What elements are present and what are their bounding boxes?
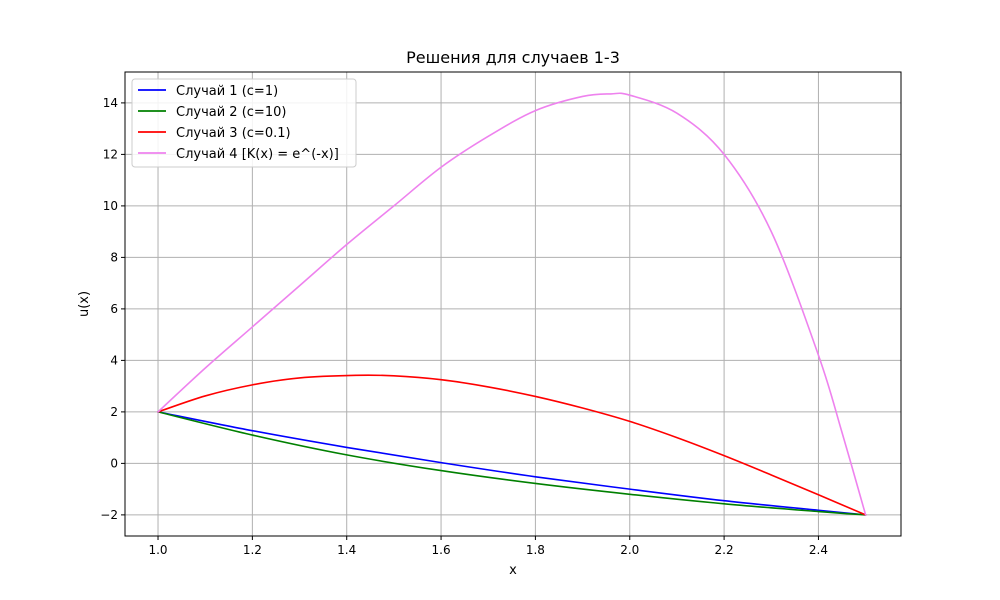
y-tick-label: 0 — [110, 456, 118, 470]
x-tick-label: 1.6 — [432, 543, 451, 557]
legend-label-4: Случай 4 [K(x) = e^(-x)] — [176, 147, 339, 162]
y-tick-label: 4 — [110, 353, 118, 367]
y-tick-label: 10 — [103, 199, 118, 213]
y-tick-label: 6 — [110, 302, 118, 316]
series-line-1 — [157, 411, 867, 516]
legend: Случай 1 (c=1) Случай 2 (c=10) Случай 3 (c… — [131, 78, 357, 168]
x-axis-label: x — [509, 563, 517, 578]
legend-box — [131, 78, 357, 168]
y-tick-label: 8 — [110, 250, 118, 264]
x-tick-label: 1.8 — [526, 543, 545, 557]
y-tick-label: 12 — [103, 147, 118, 161]
y-tick-label: 2 — [110, 405, 118, 419]
x-tick-label: 1.0 — [148, 543, 167, 557]
y-axis-label: u(x) — [77, 291, 92, 317]
x-tick-label: 2.4 — [809, 543, 828, 557]
legend-label-2: Случай 2 (c=10) — [176, 105, 286, 120]
series-line-2 — [157, 411, 867, 516]
grid — [125, 72, 901, 536]
y-tick-label: −2 — [100, 508, 118, 522]
x-tick-label: 2.2 — [715, 543, 734, 557]
x-tick-label: 1.2 — [243, 543, 262, 557]
plot-frame — [124, 71, 902, 537]
legend-label-1: Случай 1 (c=1) — [176, 84, 278, 99]
y-axis-ticks: −2 0 2 4 6 8 10 12 14 — [100, 96, 125, 522]
series-line-3 — [157, 374, 867, 516]
chart-title: Решения для случаев 1-3 — [406, 48, 620, 67]
legend-label-3: Случай 3 (c=0.1) — [176, 126, 291, 141]
series-line-4 — [157, 92, 867, 516]
x-axis-ticks: 1.0 1.2 1.4 1.6 1.8 2.0 2.2 2.4 — [148, 536, 828, 557]
y-tick-label: 14 — [103, 96, 118, 110]
x-tick-label: 2.0 — [620, 543, 639, 557]
series-lines — [157, 92, 867, 516]
x-tick-label: 1.4 — [337, 543, 356, 557]
